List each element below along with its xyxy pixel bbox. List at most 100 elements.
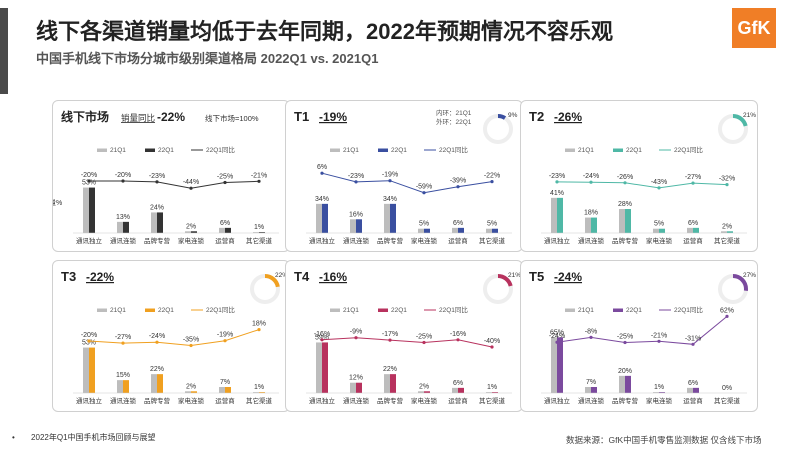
bar-value-label: 12% <box>349 375 363 382</box>
yoy-point <box>121 341 125 345</box>
category-label: 通讯独立 <box>76 396 103 405</box>
yoy-point-label: -24% <box>149 333 165 340</box>
yoy-point-label: -19% <box>382 172 398 179</box>
category-label: 通讯连锁 <box>110 236 137 245</box>
category-label: 家电连锁 <box>646 236 673 245</box>
category-label: 通讯连锁 <box>343 236 370 245</box>
bar-21q1 <box>486 392 492 393</box>
bar-value-label: 6% <box>453 220 463 227</box>
chart-svg-5: T5 -24% 27% 21Q1 22Q1 22Q1同比 65% 通讯独立 7% 通讯连锁 20% 品… <box>529 269 756 405</box>
yoy-point <box>320 171 324 175</box>
bar-value-label: 2% <box>722 223 732 230</box>
yoy-value: -22% <box>86 270 114 284</box>
yoy-point-label: -20% <box>115 172 131 179</box>
legend-swatch-22q1 <box>613 308 623 312</box>
yoy-value: -22% <box>157 110 185 124</box>
category-label: 品牌专营 <box>612 396 639 405</box>
category-label: 运营商 <box>448 236 468 245</box>
bar-21q1 <box>219 387 225 393</box>
chart-title: 线下市场 <box>61 109 109 124</box>
legend-label-22q1: 22Q1 <box>391 147 407 154</box>
legend-label-21q1: 21Q1 <box>110 147 126 154</box>
ring-track <box>483 114 513 144</box>
bar-value-label: 6% <box>688 220 698 227</box>
category-label: 其它渠道 <box>246 236 273 245</box>
legend-swatch-22q1 <box>145 308 155 312</box>
yoy-point <box>555 340 559 344</box>
bar-value-label: 24% <box>150 204 164 211</box>
legend-swatch-21q1 <box>97 308 107 312</box>
page-title: 线下各渠道销量均低于去年同期，2022年预期情况不容乐观 <box>36 19 613 44</box>
yoy-value: -26% <box>554 110 582 124</box>
bar-21q1 <box>687 387 693 393</box>
category-label: 品牌专营 <box>612 236 639 245</box>
bar-value-label: 1% <box>654 384 664 391</box>
bar-value-label: 5% <box>487 221 497 228</box>
bar-22q1 <box>492 228 498 233</box>
bar-21q1 <box>418 228 424 233</box>
legend-label-21q1: 21Q1 <box>578 147 594 154</box>
bar-value-label: 6% <box>688 380 698 387</box>
share-note: 线下市场=100% <box>205 113 259 123</box>
yoy-point-label: -27% <box>685 174 701 181</box>
bar-22q1 <box>693 227 699 233</box>
bar-21q1 <box>316 342 322 393</box>
ring-share-label: 21% <box>508 272 521 279</box>
legend-label-yoy: 22Q1同比 <box>674 145 703 154</box>
category-label: 运营商 <box>448 396 468 405</box>
yoy-point <box>589 335 593 339</box>
bar-value-label: 34% <box>315 196 329 203</box>
bar-21q1 <box>551 337 557 393</box>
bar-value-label: 5% <box>654 221 664 228</box>
legend-label-21q1: 21Q1 <box>578 307 594 314</box>
bar-22q1 <box>356 382 362 393</box>
bar-value-label: 65% <box>550 329 564 336</box>
category-label: 其它渠道 <box>479 236 506 245</box>
bar-value-label: 7% <box>220 379 230 386</box>
category-label: 运营商 <box>215 236 235 245</box>
yoy-point <box>354 180 358 184</box>
legend-label-21q1: 21Q1 <box>110 307 126 314</box>
ring-share-label: 27% <box>743 272 756 279</box>
yoy-point <box>155 180 159 184</box>
bar-22q1 <box>259 232 265 233</box>
yoy-point-label: -20% <box>81 172 97 179</box>
chart-svg-3: T3 -22% 22% 21Q1 22Q1 22Q1同比 53% 通讯独立 15% 通讯连锁 22%… <box>61 269 288 405</box>
yoy-point <box>121 179 125 183</box>
bar-21q1 <box>486 228 492 233</box>
bar-22q1 <box>390 374 396 393</box>
page-subtitle: 中国手机线下市场分城市级别渠道格局 2022Q1 vs. 2021Q1 <box>36 51 379 66</box>
bar-value-label: 53% <box>82 180 96 187</box>
footer-note-text: 2022年Q1中国手机市场回顾与展望 <box>31 433 156 442</box>
yoy-point <box>87 339 91 343</box>
gfk-logo: GfK <box>732 8 776 48</box>
outer-ring-label: 外环：22Q1 <box>436 117 472 126</box>
yoy-point-label: 18% <box>252 321 266 328</box>
bar-22q1 <box>123 221 129 233</box>
yoy-point <box>223 339 227 343</box>
yoy-point <box>725 183 729 187</box>
bar-value-label: 6% <box>453 380 463 387</box>
yoy-line <box>89 180 260 189</box>
legend-swatch-22q1 <box>613 148 623 152</box>
bar-21q1 <box>452 387 458 393</box>
category-label: 通讯连锁 <box>578 396 605 405</box>
yoy-line <box>321 172 493 194</box>
yoy-value: -19% <box>319 110 347 124</box>
bar-22q1 <box>157 374 163 393</box>
legend-label-yoy: 22Q1同比 <box>439 305 468 314</box>
bar-22q1 <box>727 231 733 233</box>
chart-title: T1 <box>294 109 309 124</box>
yoy-point-label: -26% <box>617 174 633 181</box>
yoy-point <box>691 342 695 346</box>
category-label: 其它渠道 <box>714 236 741 245</box>
yoy-point <box>189 186 193 190</box>
yoy-point-label: -21% <box>651 332 667 339</box>
bar-21q1 <box>418 391 424 393</box>
bar-21q1 <box>350 382 356 393</box>
yoy-value: -16% <box>319 270 347 284</box>
bar-22q1 <box>693 387 699 393</box>
category-label: 其它渠道 <box>714 396 741 405</box>
bar-21q1 <box>219 227 225 233</box>
category-label: 其它渠道 <box>246 396 273 405</box>
